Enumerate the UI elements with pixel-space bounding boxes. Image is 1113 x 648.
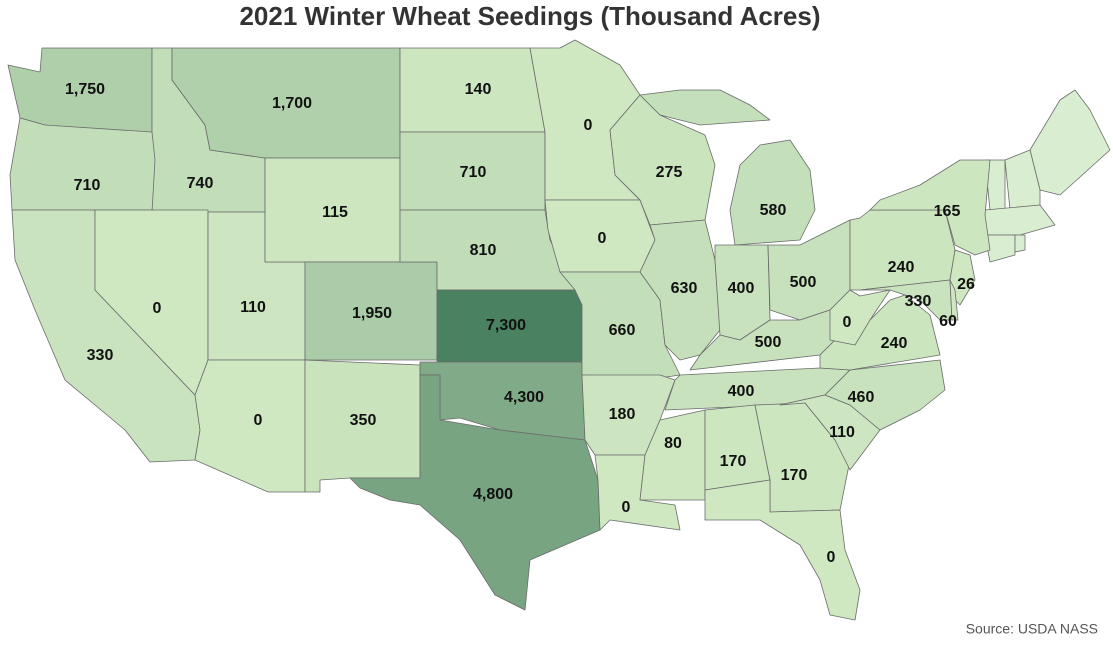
value-label: 7,300	[486, 317, 526, 334]
value-label: 810	[470, 242, 497, 259]
value-label: 165	[934, 203, 961, 220]
state	[984, 234, 1016, 263]
state	[1004, 149, 1041, 211]
value-label: 0	[827, 549, 836, 566]
value-label: 115	[322, 204, 348, 221]
value-label: 500	[755, 334, 782, 351]
value-label: 0	[254, 412, 263, 429]
value-label: 660	[609, 322, 636, 339]
value-label: 4,300	[504, 389, 544, 406]
value-label: 330	[87, 347, 114, 364]
value-label: 0	[584, 117, 593, 134]
state	[639, 409, 706, 501]
source-note: Source: USDA NASS	[966, 621, 1098, 637]
value-label: 0	[843, 314, 852, 331]
value-label: 330	[905, 293, 932, 310]
state	[689, 309, 846, 371]
value-label: 110	[240, 299, 266, 316]
value-label: 240	[881, 335, 908, 352]
labels: 1,750 710 740 1,700 330 0 110 115 0 1,950 350 140 71…	[65, 81, 975, 566]
value-label: 60	[939, 313, 957, 330]
value-label: 350	[350, 412, 377, 429]
value-label: 710	[74, 177, 101, 194]
value-label: 0	[622, 499, 631, 516]
state	[349, 374, 601, 611]
state	[829, 289, 891, 346]
value-label: 500	[790, 274, 817, 291]
value-label: 140	[465, 81, 492, 98]
value-label: 26	[957, 276, 975, 293]
map-title: 2021 Winter Wheat Seedings (Thousand Acr…	[239, 1, 820, 31]
value-label: 1,750	[65, 81, 105, 98]
value-label: 275	[656, 164, 683, 181]
value-label: 1,700	[272, 95, 312, 112]
state	[824, 359, 946, 431]
value-label: 460	[848, 389, 875, 406]
state	[869, 159, 991, 256]
value-label: 170	[720, 453, 747, 470]
value-label: 0	[153, 300, 162, 317]
value-label: 180	[609, 406, 636, 423]
unvalued-states	[984, 89, 1111, 263]
state	[984, 204, 1056, 236]
value-label: 4,800	[473, 486, 513, 503]
state	[639, 219, 721, 361]
state	[1014, 234, 1026, 253]
value-label: 80	[664, 435, 682, 452]
state	[639, 89, 816, 246]
state	[1029, 89, 1111, 196]
value-label: 740	[187, 175, 214, 192]
value-label: 110	[829, 424, 855, 441]
state	[194, 359, 306, 493]
state	[704, 479, 861, 621]
value-label: 630	[671, 280, 698, 297]
state	[9, 117, 163, 211]
value-label: 710	[460, 164, 487, 181]
value-label: 1,950	[352, 305, 392, 322]
states	[7, 39, 991, 621]
value-label: 400	[728, 280, 755, 297]
value-label: 240	[888, 259, 915, 276]
value-label: 170	[781, 467, 808, 484]
state	[949, 279, 959, 321]
value-label: 400	[728, 383, 755, 400]
state	[849, 209, 956, 291]
value-label: 580	[760, 202, 787, 219]
value-label: 0	[598, 230, 607, 247]
